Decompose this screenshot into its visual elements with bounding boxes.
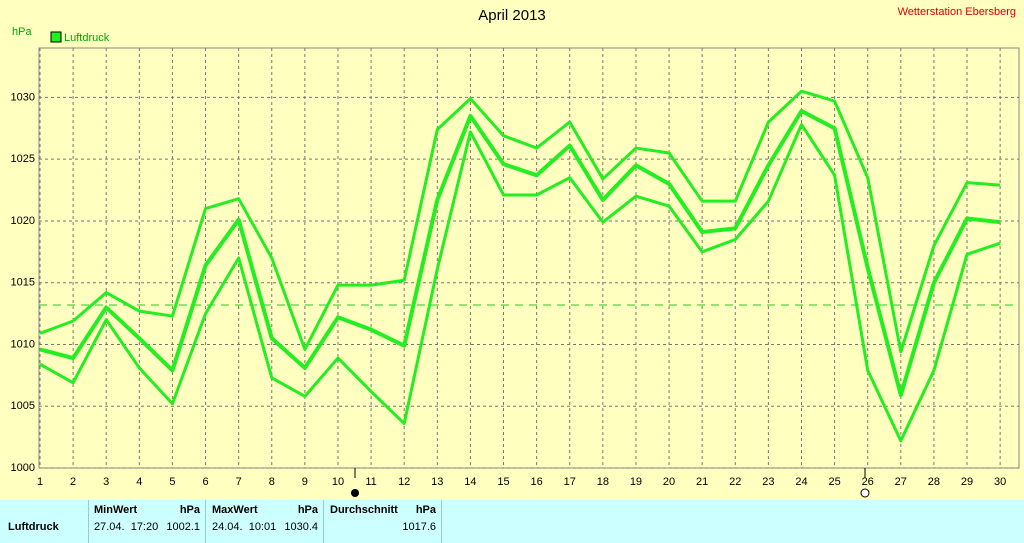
separator bbox=[88, 500, 89, 543]
moon-icon bbox=[351, 489, 359, 497]
x-tick-label: 20 bbox=[663, 476, 675, 488]
station: Wetterstation Ebersberg bbox=[898, 6, 1016, 18]
table-cell: 24.04. 10:01 bbox=[212, 521, 277, 533]
x-tick-label: 13 bbox=[431, 476, 443, 488]
legend-swatch bbox=[50, 31, 62, 43]
x-tick-label: 5 bbox=[169, 476, 175, 488]
x-tick-label: 22 bbox=[729, 476, 741, 488]
table-cell: 27.04. 17:20 bbox=[94, 521, 159, 533]
y-tick-label: 1010 bbox=[11, 338, 35, 350]
legend-label: Luftdruck bbox=[64, 32, 110, 44]
moon-icon bbox=[860, 488, 870, 498]
chart-title: April 2013 bbox=[478, 7, 546, 24]
separator bbox=[323, 500, 324, 543]
table-cell: MinWert bbox=[94, 504, 138, 516]
table-cell: hPa bbox=[297, 504, 318, 516]
y-tick-label: 1000 bbox=[11, 462, 35, 474]
y-tick-label: 1015 bbox=[11, 277, 35, 289]
separator bbox=[205, 500, 206, 543]
x-tick-label: 25 bbox=[828, 476, 840, 488]
table-cell: 1002.1 bbox=[166, 521, 200, 533]
line bbox=[39, 123, 1001, 443]
x-tick-label: 11 bbox=[365, 476, 376, 488]
y-tick-label: 1025 bbox=[11, 153, 35, 165]
y-tick-label: 1030 bbox=[11, 91, 35, 103]
y-tick-label: 1020 bbox=[11, 215, 35, 227]
x-tick-label: 2 bbox=[70, 476, 76, 488]
x-tick-label: 27 bbox=[895, 476, 907, 488]
x-tick-label: 30 bbox=[994, 476, 1006, 488]
line bbox=[39, 109, 1001, 398]
table-cell: MaxWert bbox=[212, 504, 258, 516]
table-cell: hPa bbox=[179, 504, 200, 516]
x-tick-label: 14 bbox=[464, 476, 476, 488]
summary-table: MinWert hPa MaxWert hPa Durchschnitt hPa Luftd… bbox=[0, 500, 1024, 543]
line bbox=[39, 89, 1001, 354]
y-tick-label: 1005 bbox=[11, 400, 35, 412]
x-tick-label: 8 bbox=[269, 476, 275, 488]
y-axis-label: hPa bbox=[12, 26, 32, 38]
x-tick-label: 24 bbox=[795, 476, 807, 488]
x-tick-label: 6 bbox=[202, 476, 208, 488]
x-tick-label: 21 bbox=[696, 476, 708, 488]
plot-area bbox=[38, 47, 1020, 469]
x-tick-label: 1 bbox=[37, 476, 43, 488]
x-tick-label: 7 bbox=[236, 476, 242, 488]
chart: April 2013 Wetterstation Ebersberg hPa 1… bbox=[11, 6, 1020, 498]
x-tick-label: 15 bbox=[497, 476, 509, 488]
x-tick-label: 16 bbox=[530, 476, 542, 488]
x-tick-label: 17 bbox=[564, 476, 576, 488]
x-tick-label: 23 bbox=[762, 476, 774, 488]
table-cell: 1030.4 bbox=[284, 521, 318, 533]
separator bbox=[441, 500, 442, 543]
table-cell: 1017.6 bbox=[402, 521, 436, 533]
x-tick-label: 9 bbox=[302, 476, 308, 488]
table-cell: hPa bbox=[415, 504, 436, 516]
x-tick-label: 4 bbox=[136, 476, 142, 488]
x-tick-label: 18 bbox=[597, 476, 609, 488]
x-tick-label: 19 bbox=[630, 476, 642, 488]
x-tick-label: 29 bbox=[961, 476, 973, 488]
table-cell: Luftdruck bbox=[8, 521, 59, 533]
x-tick-label: 26 bbox=[862, 476, 874, 488]
x-tick-label: 12 bbox=[398, 476, 410, 488]
x-tick-label: 3 bbox=[103, 476, 109, 488]
x-tick-label: 10 bbox=[332, 476, 344, 488]
x-tick-label: 28 bbox=[928, 476, 940, 488]
table-cell: Durchschnitt bbox=[330, 504, 398, 516]
